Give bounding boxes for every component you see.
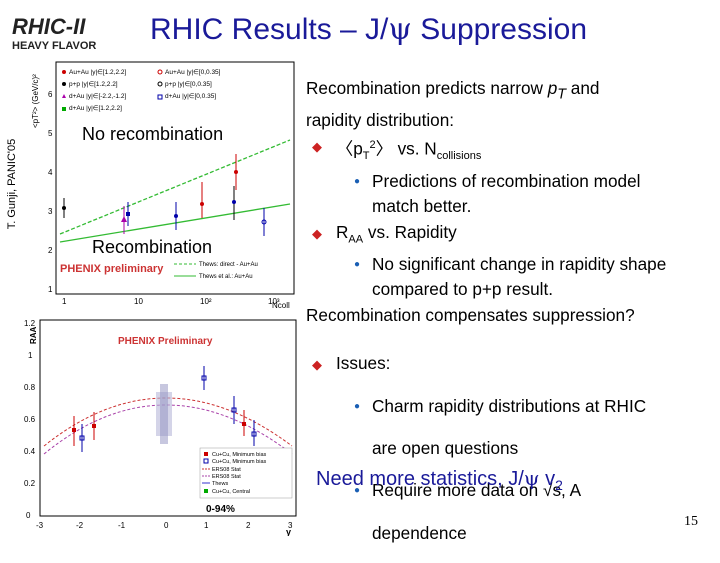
diamond-bullet-icon: ◆ [312,138,322,154]
no-recombination-label: No recombination [82,124,224,144]
circle-bullet-icon: ● [354,400,361,412]
legend-entry: Au+Au |y|∈[1.2,2.2] [69,69,126,76]
legend-entry: p+p |y|∈[0,0.35] [165,81,212,88]
x-axis-label: y [286,527,291,536]
legend-entry: Cu+Cu, Minimum bias [212,459,267,465]
legend-entry: d+Au |y|∈[-2.2,-1.2] [69,93,126,100]
data-points [72,366,257,452]
data-points [62,154,267,236]
ytick-label: 0.2 [24,479,36,488]
xtick-label: -3 [36,521,44,530]
ytick-label: 1 [28,351,33,360]
circle-bullet-icon: ● [354,259,361,271]
intro-line: Recombination predicts narrow pT and [306,78,600,103]
ytick-label: 0.8 [24,383,36,392]
sub-bullet: ● No significant change in rapidity shape [306,252,716,277]
ytick-label: 1 [48,285,53,294]
legend-entry: Cu+Cu, Minimum bias [212,452,267,458]
xtick-label: -2 [76,521,84,530]
theory-curve [43,404,293,455]
bullet-pt2: ◆ 〈pT2〉 vs. Ncollisions [306,133,716,169]
diamond-bullet-icon: ◆ [312,225,322,241]
legend-entry: Cu+Cu, Central [212,489,250,495]
centrality-label: 0-94% [206,504,235,515]
recombination-curve [59,203,291,243]
circle-bullet-icon: ● [354,485,361,497]
xtick-label: 1 [204,521,209,530]
bullet-issues: ◆ Issues: [306,351,716,376]
circle-bullet-icon: ● [354,176,361,188]
sub-bullet-cont: match better. [372,196,472,217]
sub-bullet-cont: dependence [372,522,467,543]
issues-list: ◆ Issues: ● Charm rapidity distributions a… [306,334,716,563]
bullet-list: Recombination predicts narrow pT and rap… [306,76,716,328]
sub-bullet-cont: compared to p+p result. [372,279,554,300]
ytick-label: 0 [26,511,31,520]
line-legend-entry: Thews: direct - Au+Au [199,262,258,268]
ytick-label: 0.4 [24,447,36,456]
need-more-statistics: Need more statistics, J/ψ v2 [316,466,563,493]
xtick-label: 0 [164,521,169,530]
rhic-ii-logo: RHIC-II HEAVY FLAVOR [8,10,140,54]
recombination-label: Recombination [92,237,213,257]
raa-vs-rapidity-plot: 0 0.2 0.4 0.6 0.8 1 1.2 -3 -2 -1 0 1 2 3… [24,316,300,537]
ytick-label: 6 [48,90,53,99]
legend-entry: ERS08 Stat [212,474,241,480]
intro-line-2: rapidity distribution: [306,109,455,130]
logo-bottom-text: HEAVY FLAVOR [12,40,96,52]
xtick-label: 10 [134,297,143,306]
diamond-bullet-icon: ◆ [312,357,322,373]
xtick-label: -1 [118,521,126,530]
sub-bullet-cont: are open questions [372,437,519,458]
y-axis-label: <pT²> (GeV/c)² [31,74,40,128]
legend-entry: Au+Au |y|∈[0,0.35] [165,69,221,76]
xtick-label: 2 [246,521,251,530]
line-legend-entry: Thews et al.: Au+Au [199,274,253,280]
slide-title: RHIC Results – J/ψ Suppression [150,12,588,47]
conclusion-line: Recombination compensates suppression? [306,304,635,325]
ytick-label: 2 [48,246,53,255]
logo-top-text: RHIC-II [12,14,86,39]
theory-curve [43,397,293,447]
ytick-label: 3 [48,207,53,216]
sub-bullet: ● Charm rapidity distributions at RHIC [306,394,716,419]
pt2-vs-ncoll-plot: 1 2 3 4 5 6 1 10 10² 10³ <pT²> (GeV/c)² … [24,58,300,310]
bullet-raa: ◆ RAA vs. Rapidity [312,221,457,246]
sub-bullet: ● Require more data on √s, A [306,478,716,503]
legend-entry: d+Au |y|∈[1.2,2.2] [69,105,122,112]
legend-entry: p+p |y|∈[1.2,2.2] [69,81,118,88]
ytick-label: 0.6 [24,415,36,424]
no-recombination-curve [59,139,291,235]
ytick-label: 1.2 [24,319,36,328]
y-axis-label: RAA [29,326,38,344]
legend-entry: ERS08 Stat [212,467,241,473]
xtick-label: 10³ [268,297,280,306]
sub-bullet: ● Predictions of recombination model [306,169,716,194]
xtick-label: 3 [288,521,293,530]
phenix-brand: PHENIX Preliminary [118,336,213,347]
ytick-label: 5 [48,129,53,138]
xtick-label: 10² [200,297,212,306]
ytick-label: 4 [48,168,53,177]
credit-text: T. Gunji, PANIC'05 [6,138,18,230]
page-number: 15 [684,514,698,529]
phenix-brand: PHENIX preliminary [60,263,164,275]
x-axis-label: Ncoll [272,301,290,310]
legend-entry: d+Au |y|∈[0,0.35] [165,93,216,100]
legend-entry: Thews [212,481,228,487]
xtick-label: 1 [62,297,67,306]
